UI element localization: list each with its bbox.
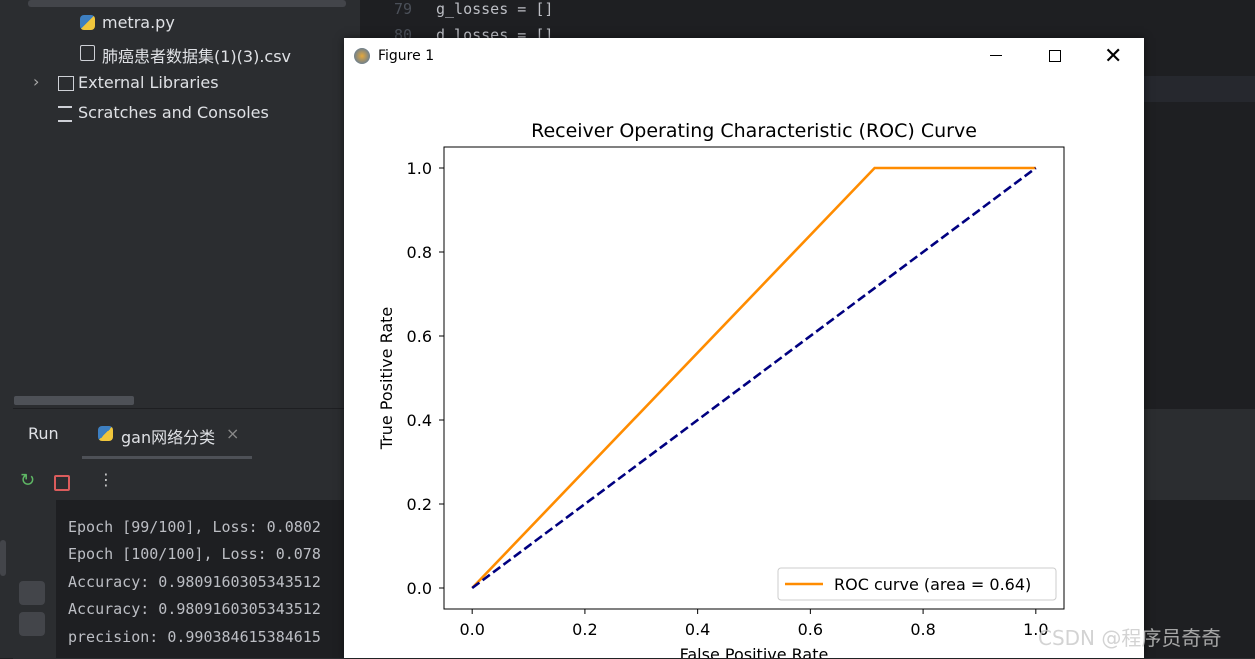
minimize-button[interactable]: [990, 55, 1002, 56]
figure-window: Figure 1 ✕ Receiver Operating Characteri…: [344, 38, 1144, 658]
lib-icon: [58, 76, 74, 91]
chart-title: Receiver Operating Characteristic (ROC) …: [531, 120, 977, 142]
wrap-button[interactable]: [19, 581, 45, 605]
y-tick-label: 0.6: [407, 327, 432, 346]
more-button[interactable]: ⋮: [98, 470, 114, 489]
y-axis-label: True Positive Rate: [377, 307, 396, 451]
y-tick-label: 0.2: [407, 495, 432, 514]
x-tick-label: 0.6: [798, 620, 823, 639]
tree-item[interactable]: External Libraries: [78, 73, 219, 92]
legend-box: [777, 567, 1057, 601]
py-icon: [80, 15, 95, 30]
x-tick-label: 0.8: [910, 620, 935, 639]
rerun-button[interactable]: ↻: [20, 470, 36, 491]
console-line: precision: 0.990384615384615: [68, 628, 321, 646]
close-button[interactable]: ✕: [1104, 44, 1123, 69]
x-axis-label: False Positive Rate: [680, 645, 829, 658]
scrollbar: [14, 396, 134, 405]
maximize-button[interactable]: [1049, 50, 1061, 62]
selected-row: [28, 0, 346, 7]
file-icon: [80, 45, 95, 61]
chart: Receiver Operating Characteristic (ROC) …: [377, 120, 1065, 658]
window-icon: [354, 48, 370, 64]
x-tick-label: 0.0: [459, 620, 484, 639]
tree-item[interactable]: 肺癌患者数据集(1)(3).csv: [102, 47, 292, 66]
run-title: Run: [28, 424, 59, 443]
py-icon: [98, 426, 113, 441]
scratch-icon: [58, 106, 72, 122]
code-line: g_losses = []: [436, 0, 554, 18]
console-line: Epoch [100/100], Loss: 0.078: [68, 545, 321, 563]
side-marker: [0, 540, 6, 576]
close-tab[interactable]: ×: [226, 424, 240, 443]
chevron: ›: [33, 72, 40, 91]
x-tick-label: 1.0: [1023, 620, 1048, 639]
y-tick-label: 0.0: [407, 579, 432, 598]
console-line: Accuracy: 0.9809160305343512: [68, 600, 321, 618]
x-tick-label: 0.2: [572, 620, 597, 639]
run-toolbar-area: [1143, 460, 1255, 500]
scroll-button[interactable]: [19, 612, 45, 636]
project-panel: [13, 0, 360, 408]
caret-row: [1143, 76, 1255, 102]
series-line: [471, 166, 1037, 590]
watermark: CSDN @程序员奇奇: [1038, 626, 1222, 650]
run-tab[interactable]: gan网络分类: [121, 428, 216, 447]
tab-underline: [82, 456, 252, 459]
window-title: Figure 1: [378, 48, 435, 64]
legend-label: ROC curve (area = 0.64): [834, 575, 1031, 594]
y-tick-label: 0.8: [407, 243, 432, 262]
line-number: 79: [394, 0, 413, 18]
y-tick-label: 1.0: [407, 159, 432, 178]
title-bar: [344, 38, 1144, 74]
series-line: [471, 166, 1036, 589]
stop-button[interactable]: [54, 475, 70, 491]
console-line: Epoch [99/100], Loss: 0.0802: [68, 518, 321, 536]
tree-item[interactable]: Scratches and Consoles: [78, 103, 269, 122]
plot-frame: [443, 146, 1065, 610]
tree-item[interactable]: metra.py: [102, 13, 175, 32]
console-line: Accuracy: 0.9809160305343512: [68, 573, 321, 591]
x-tick-label: 0.4: [685, 620, 710, 639]
y-tick-label: 0.4: [407, 411, 432, 430]
